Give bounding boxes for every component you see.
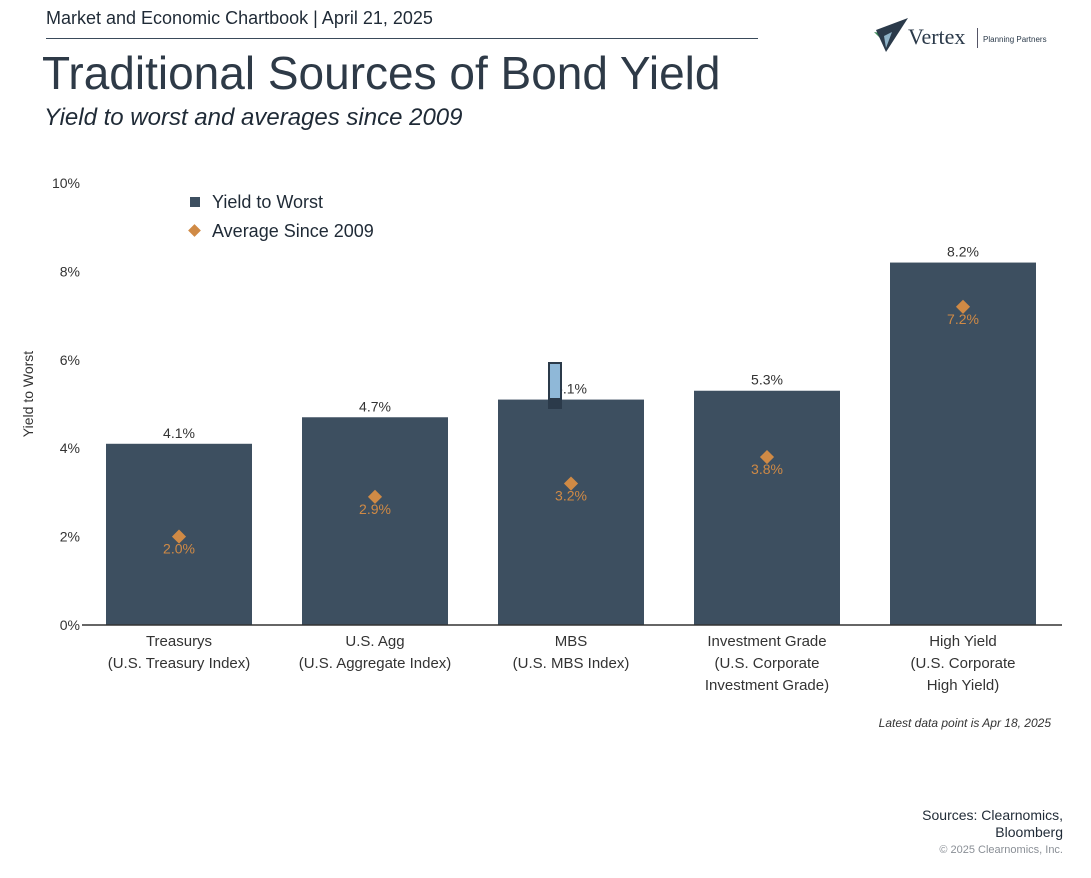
x-tick-label: (U.S. MBS Index) — [513, 655, 630, 672]
average-value-label: 3.8% — [751, 461, 783, 477]
x-tick-label: U.S. Agg — [345, 633, 404, 650]
vertex-chevron-icon — [874, 18, 908, 52]
average-value-label: 7.2% — [947, 311, 979, 327]
y-tick-label: 4% — [60, 440, 80, 456]
x-tick-label: High Yield — [929, 633, 997, 650]
average-marker — [563, 476, 579, 491]
logo-divider — [977, 28, 978, 48]
data-note: Latest data point is Apr 18, 2025 — [878, 716, 1051, 730]
x-tick-label: (U.S. Treasury Index) — [108, 655, 251, 672]
legend-label-yield-to-worst: Yield to Worst — [212, 192, 323, 212]
x-tick-label: (U.S. Corporate — [714, 655, 819, 672]
bar-value-label: 4.1% — [163, 425, 195, 441]
average-value-label: 2.0% — [163, 541, 195, 557]
sources-line-2: Bloomberg — [995, 824, 1063, 840]
x-tick-label: High Yield) — [927, 677, 1000, 694]
average-marker — [367, 489, 383, 504]
average-value-label: 3.2% — [555, 488, 587, 504]
copyright: © 2025 Clearnomics, Inc. — [939, 844, 1063, 856]
y-tick-label: 6% — [60, 352, 80, 368]
x-tick-label: (U.S. Aggregate Index) — [299, 655, 452, 672]
x-tick-label: Investment Grade — [707, 633, 826, 650]
bar-value-label: 5.1% — [555, 381, 587, 397]
average-marker — [759, 449, 775, 465]
bar-value-label: 4.7% — [359, 398, 391, 414]
y-tick-label: 2% — [60, 529, 80, 545]
average-value-label: 2.9% — [359, 501, 391, 517]
sources-line-1: Sources: Clearnomics, — [922, 807, 1063, 823]
y-tick-label: 10% — [52, 175, 80, 191]
logo-wordmark: Vertex — [908, 24, 966, 49]
page-subtitle: Yield to worst and averages since 2009 — [44, 104, 463, 131]
x-tick-label: (U.S. Corporate — [910, 655, 1015, 672]
bar — [890, 262, 1036, 625]
y-tick-label: 0% — [60, 617, 80, 633]
bar — [302, 417, 448, 625]
bar-value-label: 5.3% — [751, 372, 783, 388]
logo-tagline: Planning Partners — [983, 35, 1047, 44]
x-tick-label: MBS — [555, 633, 588, 650]
bar — [694, 390, 840, 625]
legend-bar-swatch — [190, 197, 200, 207]
legend-label-average: Average Since 2009 — [212, 221, 374, 241]
average-marker — [955, 299, 971, 314]
bar — [498, 399, 644, 625]
x-tick-label: Investment Grade) — [705, 677, 829, 694]
average-marker — [171, 529, 187, 544]
sources: Sources: Clearnomics, Bloomberg — [863, 807, 1063, 841]
y-tick-label: 8% — [60, 263, 80, 279]
x-tick-label: Treasurys — [146, 633, 212, 650]
company-logo: Vertex Planning Partners — [874, 18, 1054, 58]
y-axis-label: Yield to Worst — [20, 351, 36, 437]
page-title: Traditional Sources of Bond Yield — [42, 47, 721, 99]
bar-value-label: 8.2% — [947, 244, 979, 260]
highlight-marker-fill — [550, 364, 560, 398]
chartbook-header: Market and Economic Chartbook | April 21… — [46, 8, 433, 28]
legend-marker-swatch — [188, 224, 201, 237]
header-divider — [46, 38, 758, 39]
